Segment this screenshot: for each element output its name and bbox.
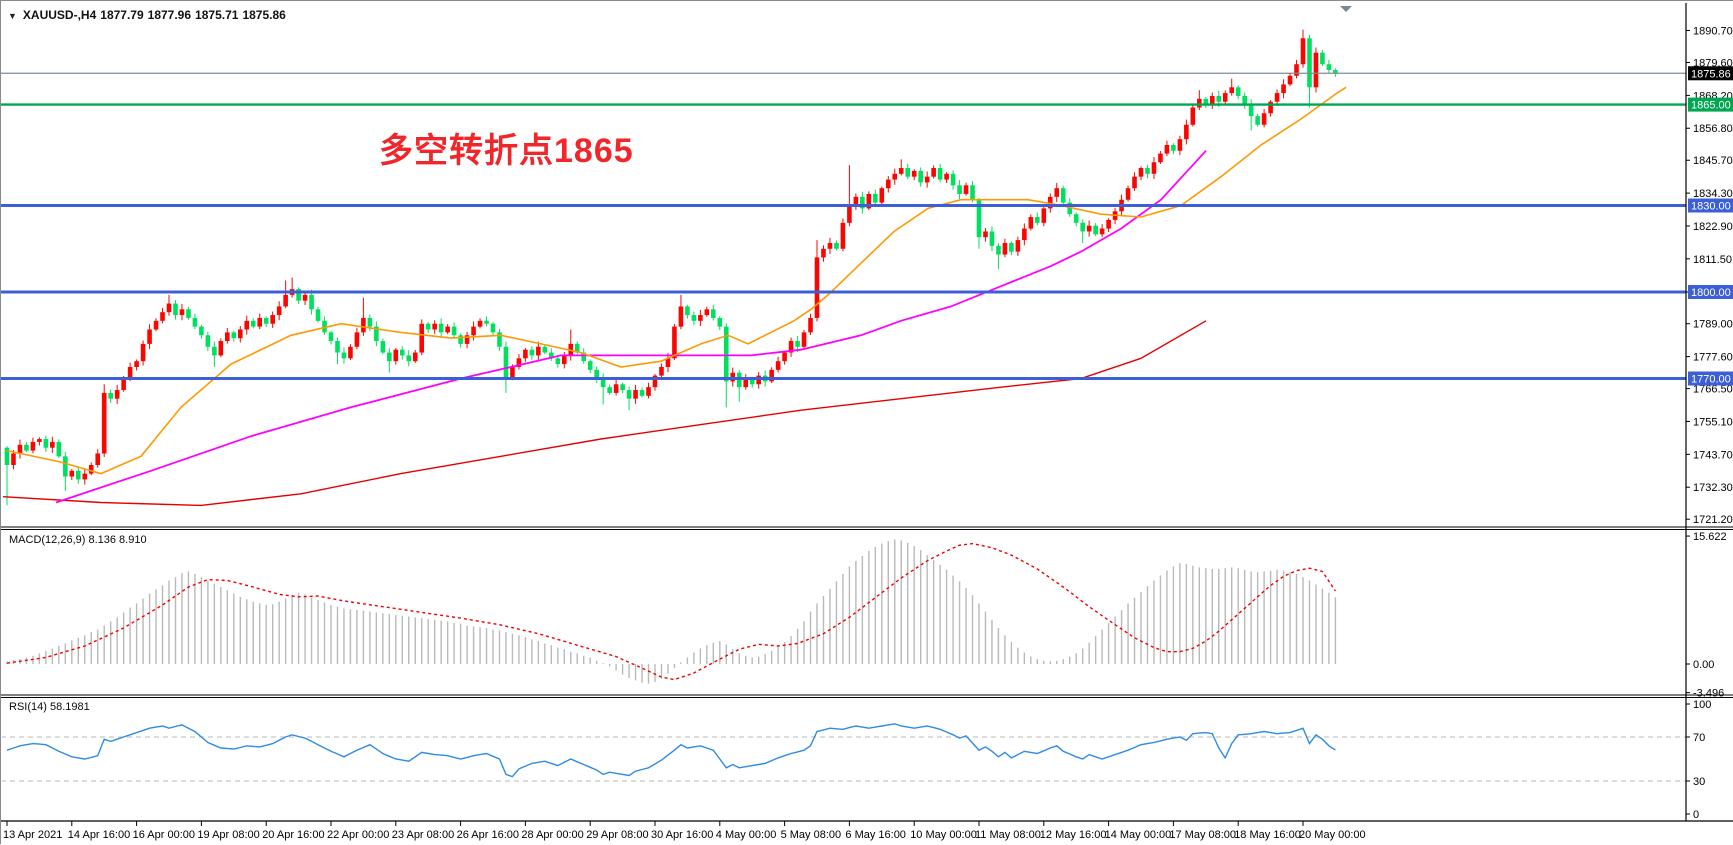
rsi-line <box>6 723 1336 778</box>
level-1830-label: 1830.00 <box>1691 201 1731 213</box>
rsi-tick-label: 70 <box>1693 732 1705 744</box>
time-label: 29 Apr 08:00 <box>586 829 648 841</box>
time-label: 23 Apr 08:00 <box>392 829 454 841</box>
macd-tick-label: 15.622 <box>1693 531 1727 543</box>
main-price-pane[interactable] <box>2 29 1347 507</box>
chart-header: ▼ XAUUSD-,H4 1877.79 1877.96 1875.71 1875.86 <box>8 8 290 22</box>
level-1865-box <box>1688 97 1733 112</box>
ma-fast-orange <box>6 86 1347 475</box>
current-price-box <box>1688 66 1733 81</box>
price-tick-label: 1755.10 <box>1693 416 1733 428</box>
time-label: 14 May 00:00 <box>1105 829 1172 841</box>
price-tick-label: 1789.00 <box>1693 319 1733 331</box>
time-label: 30 Apr 16:00 <box>651 829 713 841</box>
level-1770-label: 1770.00 <box>1691 374 1731 386</box>
time-label: 18 May 16:00 <box>1234 829 1301 841</box>
ohlc-open: 1877.79 <box>100 8 144 22</box>
time-label: 28 Apr 00:00 <box>521 829 583 841</box>
ma-mid-magenta <box>55 150 1207 504</box>
price-tick-label: 1890.70 <box>1693 26 1733 38</box>
rsi-tick-label: 100 <box>1693 699 1711 711</box>
price-tick-label: 1811.50 <box>1693 254 1732 266</box>
rsi-indicator-label: RSI(14) 58.1981 <box>9 701 90 713</box>
time-label: 4 May 00:00 <box>716 829 777 841</box>
symbol-timeframe-label: XAUUSD-,H4 <box>22 8 97 22</box>
rsi-tick-label: 0 <box>1693 809 1699 821</box>
macd-signal-line <box>6 542 1336 681</box>
macd-tick-label: 0.00 <box>1693 659 1714 671</box>
time-label: 16 Apr 00:00 <box>133 829 195 841</box>
price-tick-label: 1845.70 <box>1693 155 1733 167</box>
time-label: 5 May 08:00 <box>781 829 842 841</box>
time-label: 20 Apr 16:00 <box>262 829 324 841</box>
ohlc-low: 1875.71 <box>195 8 239 22</box>
time-scale[interactable]: 13 Apr 2021 14 Apr 16:00 16 Apr 00:00 19 Ap… <box>3 821 1366 841</box>
symbol-dropdown-icon[interactable]: ▼ <box>8 11 17 21</box>
text-annotation-1865[interactable]: 多空转折点1865 <box>379 132 634 170</box>
price-tick-label: 1743.70 <box>1693 449 1733 461</box>
time-label: 11 May 08:00 <box>975 829 1041 841</box>
level-1865-label: 1865.00 <box>1691 100 1731 112</box>
price-tick-label: 1777.60 <box>1693 352 1733 364</box>
time-label: 26 Apr 16:00 <box>457 829 519 841</box>
time-label: 13 Apr 2021 <box>3 829 62 841</box>
ohlc-high: 1877.96 <box>147 8 192 22</box>
price-tick-label: 1721.20 <box>1693 514 1733 526</box>
ohlc-close: 1875.86 <box>242 8 286 22</box>
price-tick-label: 1834.30 <box>1693 188 1733 200</box>
level-1800-box <box>1688 285 1733 300</box>
rsi-tick-label: 30 <box>1693 776 1705 788</box>
macd-tick-label: -3.496 <box>1693 688 1724 700</box>
price-scale[interactable] <box>1687 1 1733 821</box>
candlesticks <box>4 29 1338 506</box>
time-label: 20 May 00:00 <box>1299 829 1366 841</box>
price-tick-label: 1732.30 <box>1693 482 1733 494</box>
time-label: 17 May 08:00 <box>1169 829 1236 841</box>
level-1770-box <box>1688 371 1733 386</box>
price-tick-label: 1856.80 <box>1693 123 1733 135</box>
time-label: 10 May 00:00 <box>910 829 977 841</box>
macd-indicator-label: MACD(12,26,9) 8.136 8.910 <box>9 534 147 546</box>
time-label: 14 Apr 16:00 <box>68 829 130 841</box>
price-tick-label: 1822.90 <box>1693 221 1733 233</box>
chart-shift-icon[interactable] <box>1340 6 1352 12</box>
macd-pane[interactable] <box>6 539 1337 684</box>
level-1800-label: 1800.00 <box>1691 287 1731 299</box>
time-label: 12 May 16:00 <box>1040 829 1107 841</box>
time-label: 6 May 16:00 <box>845 829 906 841</box>
time-label: 19 Apr 08:00 <box>197 829 259 841</box>
current-price-label: 1875.86 <box>1691 68 1731 80</box>
price-tick-label: 1766.50 <box>1693 384 1733 396</box>
level-1830-box <box>1688 198 1733 213</box>
time-label: 22 Apr 00:00 <box>327 829 389 841</box>
rsi-pane[interactable] <box>1 723 1686 782</box>
